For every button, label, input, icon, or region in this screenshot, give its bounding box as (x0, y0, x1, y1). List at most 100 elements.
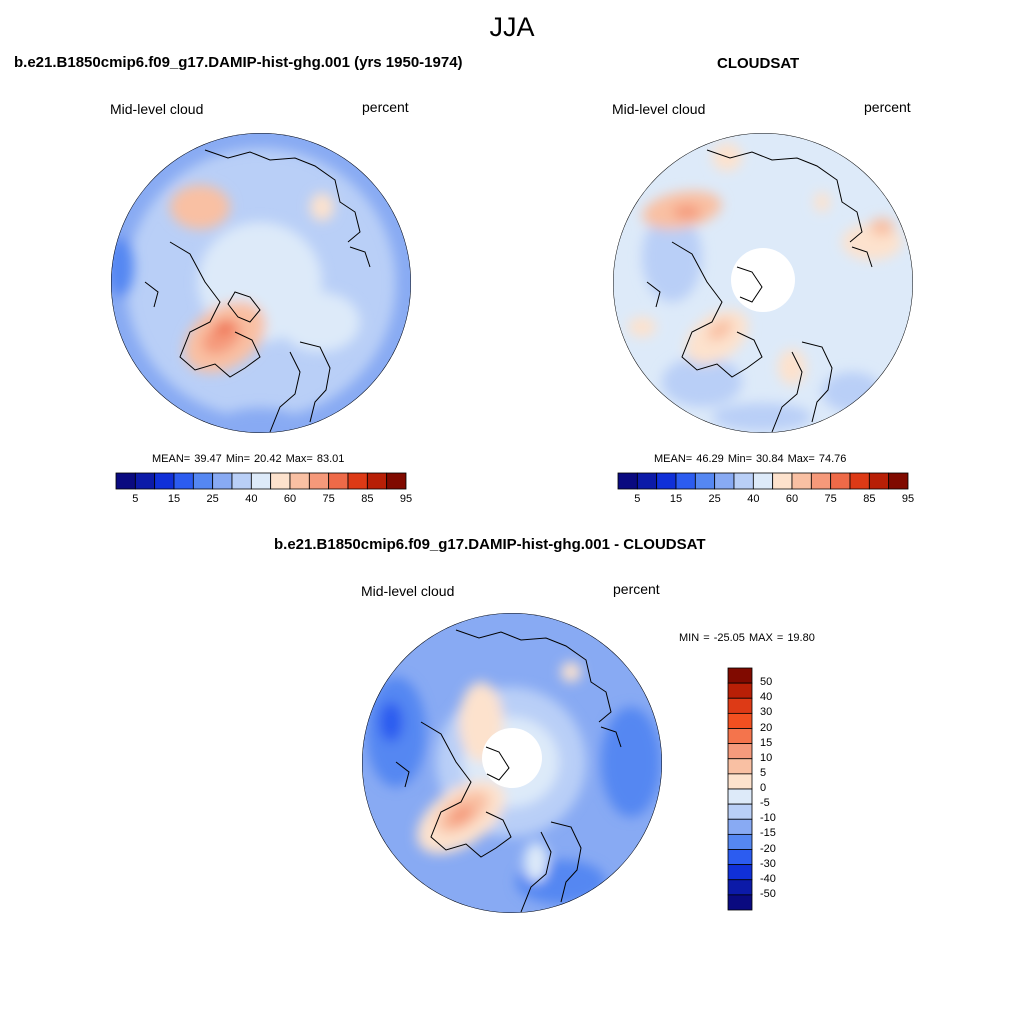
model-colorbar-swatch (366, 472, 388, 490)
obs-colorbar-tick-label: 85 (863, 493, 876, 505)
diff-colorbar-swatch (727, 879, 753, 896)
obs-colorbar-tick-label: 60 (785, 493, 799, 505)
obs-colorbar-swatch (714, 472, 735, 490)
obs-colorbar-swatch (675, 472, 696, 490)
diff-colorbar-tick-label: -50 (760, 887, 776, 900)
figure-title: JJA (489, 12, 535, 42)
diff-colorbar-tick-label: 5 (760, 766, 767, 779)
obs-colorbar-swatches (617, 472, 909, 490)
diff-colorbar-tick-label: -40 (760, 872, 776, 885)
model-colorbar-tick-label: 85 (361, 493, 374, 505)
diff-colorbar-tick-label: -15 (760, 827, 776, 840)
model-field-label: Mid-level cloud (110, 101, 204, 117)
diff-field-label: Mid-level cloud (361, 583, 455, 599)
obs-colorbar-ticks: 5 15 25 40 60 75 85 95 (618, 493, 914, 507)
model-colorbar-tick-label: 40 (245, 493, 258, 505)
model-colorbar-swatch (192, 472, 214, 490)
model-colorbar-swatch (231, 472, 252, 490)
model-colorbar-tick-label: 5 (132, 493, 139, 505)
diff-colorbar-swatch (727, 728, 753, 745)
obs-colorbar-swatch (752, 472, 774, 490)
diff-colorbar-tick-label: -5 (760, 797, 770, 810)
diff-stats: MIN = -25.05 MAX = 19.80 (679, 632, 815, 644)
obs-colorbar-swatch (636, 472, 658, 490)
obs-colorbar-swatch (810, 472, 832, 490)
model-colorbar-tick-label: 75 (322, 493, 335, 505)
diff-colorbar-swatch (727, 682, 753, 699)
model-colorbar-swatch (270, 472, 291, 490)
diff-colorbar-swatch (727, 803, 753, 820)
model-colorbar (115, 472, 407, 490)
obs-polar-map (613, 133, 913, 433)
obs-units-label: percent (864, 99, 911, 115)
diff-colorbar-swatches (727, 667, 753, 911)
diff-colorbar-tick-label: -30 (760, 857, 776, 870)
diff-colorbar-swatch (727, 818, 753, 835)
diff-colorbar-tick-label: -20 (760, 842, 776, 855)
obs-colorbar-swatch (772, 472, 793, 490)
model-colorbar-ticks: 5 15 25 40 60 75 85 95 (116, 493, 412, 507)
obs-colorbar-swatch (617, 472, 638, 490)
model-colorbar-swatch (250, 472, 272, 490)
diff-colorbar-swatch (727, 833, 753, 850)
diff-colorbar (727, 667, 753, 911)
obs-colorbar-tick-label: 95 (901, 493, 915, 505)
obs-colorbar-tick-label: 15 (669, 493, 683, 505)
model-colorbar-swatch (328, 472, 349, 490)
obs-colorbar-swatch (830, 472, 851, 490)
obs-colorbar-swatch (849, 472, 870, 490)
diff-colorbar-tick-label: 30 (760, 706, 773, 719)
model-colorbar-swatches (115, 472, 407, 490)
diff-colorbar-tick-label: 40 (760, 691, 773, 704)
model-colorbar-tick-label: 15 (167, 493, 181, 505)
obs-panel-title: CLOUDSAT (717, 55, 800, 72)
model-colorbar-swatch (347, 472, 368, 490)
obs-colorbar-tick-label: 25 (708, 493, 721, 505)
diff-colorbar-tick-label: 0 (760, 782, 767, 794)
model-colorbar-tick-label: 25 (206, 493, 219, 505)
obs-colorbar-tick-label: 75 (824, 493, 837, 505)
model-polar-map (111, 133, 411, 433)
diff-colorbar-tick-label: -10 (760, 812, 776, 825)
diff-colorbar-swatch (727, 894, 753, 911)
diff-colorbar-swatch (727, 864, 753, 881)
diff-colorbar-swatch (727, 788, 753, 805)
model-colorbar-swatch (154, 472, 175, 490)
obs-colorbar-swatch (868, 472, 890, 490)
diff-colorbar-swatch (727, 667, 753, 684)
diff-polar-map (362, 613, 662, 913)
model-colorbar-tick-label: 95 (399, 493, 413, 505)
diff-colorbar-tick-label: 15 (760, 736, 773, 749)
obs-colorbar-swatch (888, 472, 909, 490)
model-units-label: percent (362, 99, 409, 115)
obs-colorbar-swatch (733, 472, 754, 490)
model-colorbar-swatch (173, 472, 194, 490)
obs-colorbar-swatch (656, 472, 677, 490)
diff-colorbar-swatch (727, 712, 753, 729)
obs-stats: MEAN= 46.29 Min= 30.84 Max= 74.76 (654, 453, 847, 465)
diff-units-label: percent (613, 581, 660, 597)
model-colorbar-swatch (115, 472, 136, 490)
diff-colorbar-ticks: 50 40 30 20 15 10 5 0 -5 -10 -15 -20 -30 -40 -50 (760, 668, 800, 910)
diff-colorbar-swatch (727, 758, 753, 775)
obs-colorbar-tick-label: 40 (747, 493, 760, 505)
diff-panel-title: b.e21.B1850cmip6.f09_g17.DAMIP-hist-ghg.… (274, 536, 706, 553)
model-colorbar-swatch (308, 472, 330, 490)
diff-colorbar-swatch (727, 849, 753, 866)
model-colorbar-swatch (386, 472, 407, 490)
diff-colorbar-swatch (727, 743, 753, 760)
diff-colorbar-tick-label: 20 (760, 721, 773, 734)
model-colorbar-swatch (289, 472, 310, 490)
obs-colorbar (617, 472, 909, 490)
model-panel-title: b.e21.B1850cmip6.f09_g17.DAMIP-hist-ghg.… (14, 54, 463, 71)
obs-colorbar-swatch (694, 472, 716, 490)
obs-field-label: Mid-level cloud (612, 101, 706, 117)
diff-colorbar-swatch (727, 773, 753, 790)
obs-colorbar-swatch (791, 472, 812, 490)
diff-colorbar-swatch (727, 697, 753, 714)
model-colorbar-swatch (134, 472, 156, 490)
diff-colorbar-tick-label: 50 (760, 676, 773, 689)
model-colorbar-swatch (212, 472, 233, 490)
obs-colorbar-tick-label: 5 (634, 493, 641, 505)
model-colorbar-tick-label: 60 (283, 493, 297, 505)
